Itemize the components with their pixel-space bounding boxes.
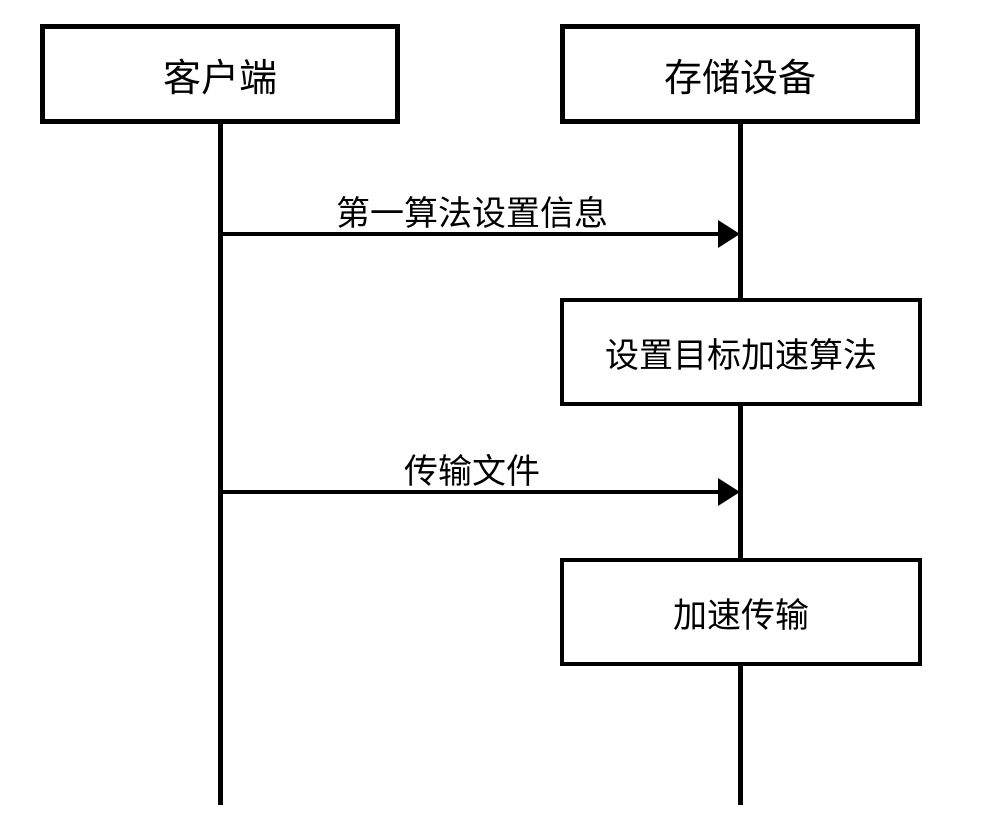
activation-accelerate-transfer-label: 加速传输	[673, 588, 809, 637]
participant-client: 客户端	[40, 24, 400, 124]
message-label-2: 传输文件	[222, 444, 722, 493]
sequence-diagram: 客户端 存储设备 第一算法设置信息 设置目标加速算法 传输文件 加速传输	[0, 0, 1000, 827]
activation-set-algorithm: 设置目标加速算法	[560, 298, 922, 406]
participant-storage-label: 存储设备	[664, 47, 816, 102]
lifeline-storage-seg3	[738, 666, 743, 805]
activation-set-algorithm-label: 设置目标加速算法	[605, 328, 877, 377]
participant-storage: 存储设备	[560, 24, 920, 124]
lifeline-storage-seg1	[738, 124, 743, 298]
activation-accelerate-transfer: 加速传输	[560, 558, 922, 666]
message-label-1: 第一算法设置信息	[222, 186, 722, 235]
participant-client-label: 客户端	[163, 47, 277, 102]
